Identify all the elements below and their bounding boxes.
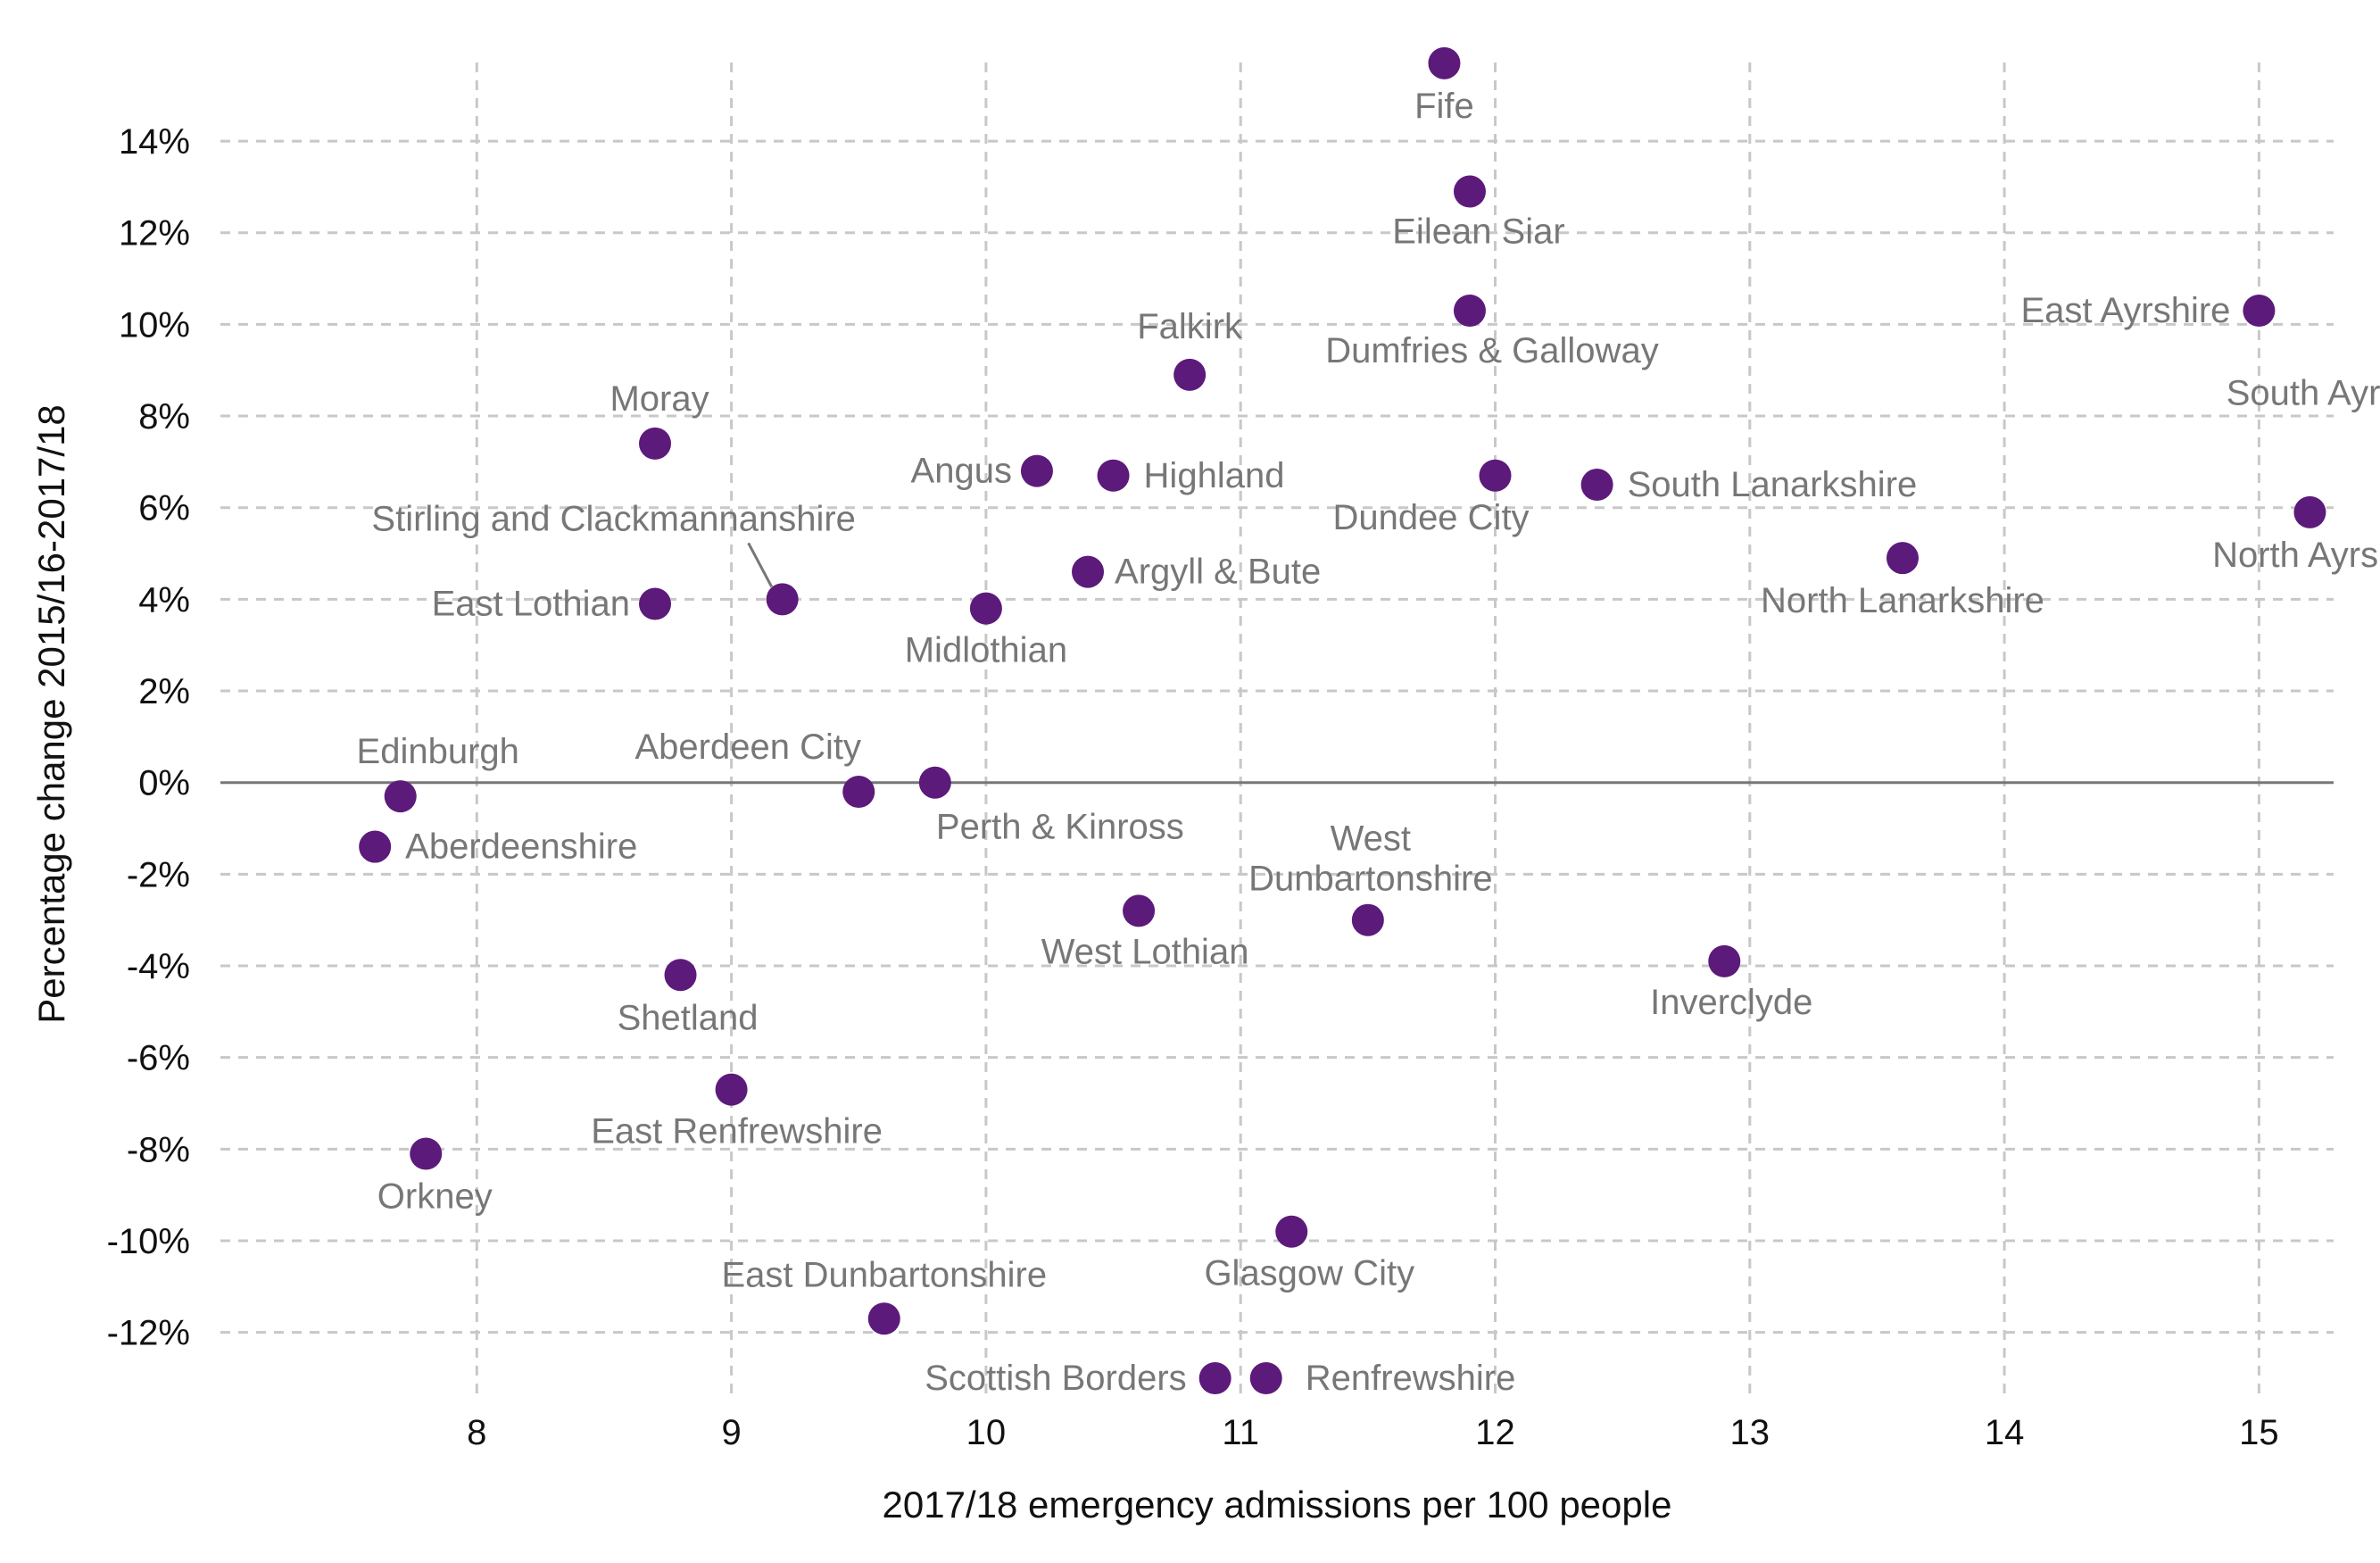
data-point <box>639 427 672 460</box>
data-point <box>1173 358 1207 391</box>
data-point <box>1428 46 1461 79</box>
x-tick-label: 12 <box>1475 1413 1515 1452</box>
label-leader-lines <box>747 542 773 588</box>
point-label: Dundee City <box>1332 498 1529 537</box>
y-tick-label: 12% <box>119 214 190 254</box>
data-point <box>359 830 392 863</box>
data-points <box>359 46 2326 1394</box>
data-point <box>639 587 672 620</box>
data-point <box>1351 903 1384 936</box>
point-label: Fife <box>1414 87 1474 126</box>
y-tick-label: -8% <box>127 1130 190 1169</box>
data-point <box>1886 542 1919 575</box>
y-tick-label: -6% <box>127 1039 190 1078</box>
y-tick-label: 0% <box>138 764 190 803</box>
point-label: Eilean Siar <box>1392 212 1564 252</box>
data-point <box>842 775 875 808</box>
data-point <box>715 1073 748 1106</box>
x-tick-label: 14 <box>1985 1413 2025 1452</box>
point-label: Renfrewshire <box>1306 1359 1516 1398</box>
point-label: Scottish Borders <box>925 1359 1186 1398</box>
data-point <box>1198 1361 1231 1394</box>
data-point <box>1020 454 1053 487</box>
point-label: West Dunbartonshire <box>1248 819 1493 899</box>
data-point <box>1479 459 1512 492</box>
y-tick-label: 2% <box>138 672 190 711</box>
point-label: East Lothian <box>432 585 630 624</box>
data-point <box>384 780 417 813</box>
point-label: East Renfrewshire <box>591 1112 883 1151</box>
data-point <box>867 1302 900 1335</box>
y-tick-label: 6% <box>138 489 190 528</box>
data-point <box>1249 1361 1282 1394</box>
point-label: Inverclyde <box>1650 983 1812 1022</box>
point-label: Orkney <box>377 1176 493 1216</box>
data-point <box>2243 295 2276 328</box>
label-leader-line <box>747 542 773 588</box>
x-tick-label: 10 <box>966 1413 1007 1452</box>
point-label: Edinburgh <box>357 732 519 771</box>
point-label: South Ayrshire <box>2227 373 2380 412</box>
y-tick-label: 8% <box>138 397 190 436</box>
x-tick-label: 8 <box>467 1413 486 1452</box>
y-tick-label: -2% <box>127 855 190 894</box>
point-label: Aberdeenshire <box>405 827 637 867</box>
point-label: Glasgow City <box>1204 1254 1414 1293</box>
point-label: Dumfries & Galloway <box>1325 331 1658 370</box>
point-label: Falkirk <box>1137 307 1243 346</box>
point-label: North Ayrshire <box>2212 536 2380 575</box>
point-label: Perth & Kinross <box>936 808 1184 847</box>
data-point <box>410 1137 443 1170</box>
point-labels: Fife Eilean Siar Dumfries & Galloway East A… <box>357 87 2380 1398</box>
point-label: Midlothian <box>905 631 1067 670</box>
point-label: East Ayrshire <box>2020 291 2230 330</box>
data-point <box>1275 1215 1308 1248</box>
point-label: Highland <box>1144 456 1285 495</box>
point-label: Argyll & Bute <box>1115 553 1321 592</box>
data-point <box>918 766 951 799</box>
point-label: West Lothian <box>1041 932 1249 971</box>
y-tick-labels: -12% -10% -8% -6% -4% -2% 0% 2% 4% 6% 8% 10% 12% 14% <box>107 122 190 1353</box>
x-tick-label: 13 <box>1730 1413 1770 1452</box>
y-tick-label: -12% <box>107 1314 190 1353</box>
data-point <box>664 959 697 992</box>
data-point <box>1097 459 1130 492</box>
data-point <box>1072 555 1105 588</box>
point-label: Shetland <box>618 998 759 1037</box>
data-point <box>1708 944 1741 977</box>
y-tick-label: 14% <box>119 122 190 162</box>
point-label: South Lanarkshire <box>1628 465 1918 504</box>
point-label: Moray <box>610 379 709 419</box>
y-tick-label: -4% <box>127 947 190 986</box>
y-tick-label: 4% <box>138 580 190 619</box>
x-grid-lines <box>475 62 2260 1397</box>
point-label: East Dunbartonshire <box>721 1255 1047 1294</box>
point-label: North Lanarkshire <box>1761 581 2044 620</box>
y-tick-label: 10% <box>119 305 190 345</box>
data-point <box>1453 295 1486 328</box>
data-point <box>969 592 1002 625</box>
point-label: Stirling and Clackmannanshire <box>371 499 856 538</box>
point-label: Angus <box>911 452 1012 491</box>
y-axis-title: Percentage change 2015/16-2017/18 <box>30 404 72 1024</box>
point-label: Aberdeen City <box>635 727 861 767</box>
x-tick-label: 11 <box>1222 1413 1259 1452</box>
data-point <box>2293 495 2326 528</box>
x-tick-labels: 8 9 10 11 12 13 14 15 <box>467 1413 2278 1452</box>
x-axis-title: 2017/18 emergency admissions per 100 peo… <box>883 1484 1672 1526</box>
y-tick-label: -10% <box>107 1222 190 1261</box>
data-point <box>1123 894 1156 927</box>
data-point <box>1580 469 1613 502</box>
x-tick-label: 15 <box>2239 1413 2279 1452</box>
data-point <box>1453 175 1486 208</box>
data-point <box>766 583 799 616</box>
x-tick-label: 9 <box>721 1413 741 1452</box>
y-grid-lines <box>220 139 2334 1334</box>
